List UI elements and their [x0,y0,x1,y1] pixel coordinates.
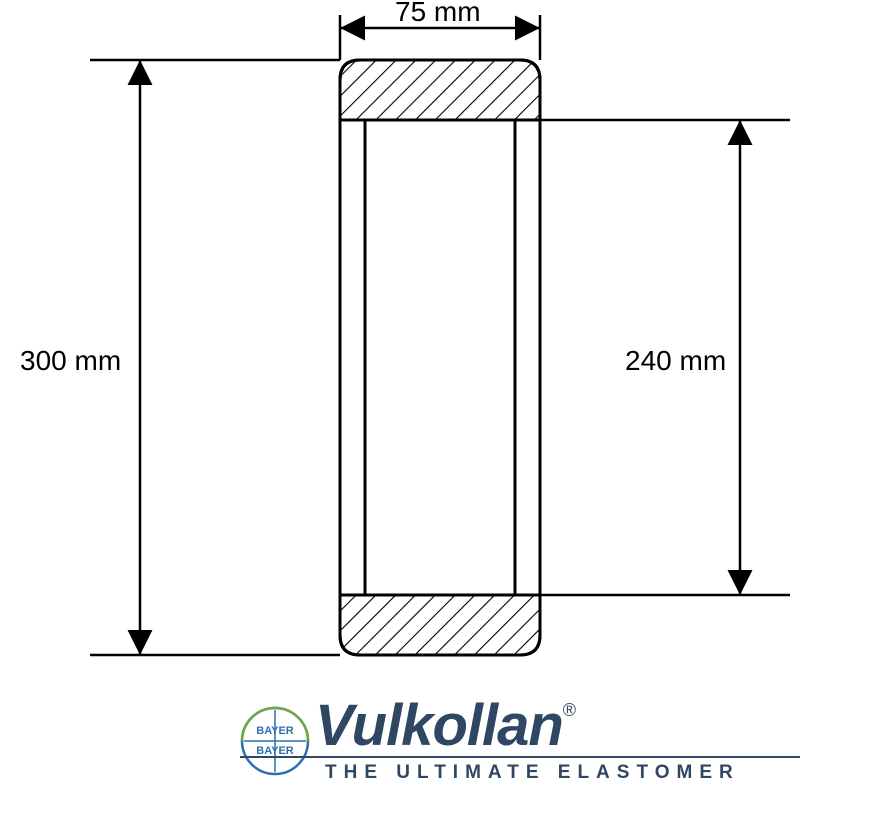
width-label: 75 mm [395,0,481,28]
badge-text-top: BAYER [256,725,294,737]
inner-height-label: 240 mm [625,345,726,377]
brand-name: Vulkollan [315,692,563,759]
dimension-outer-height [90,60,340,655]
tagline-divider [240,756,800,758]
brand-logo-area: BAYER BAYER Vulkollan® THE ULTIMATE ELAS… [240,700,800,790]
tagline: THE ULTIMATE ELASTOMER [325,762,740,784]
part-outline [340,60,540,655]
registered-mark: ® [563,700,576,720]
outer-height-label: 300 mm [20,345,121,377]
bayer-badge-icon: BAYER BAYER [240,706,310,776]
